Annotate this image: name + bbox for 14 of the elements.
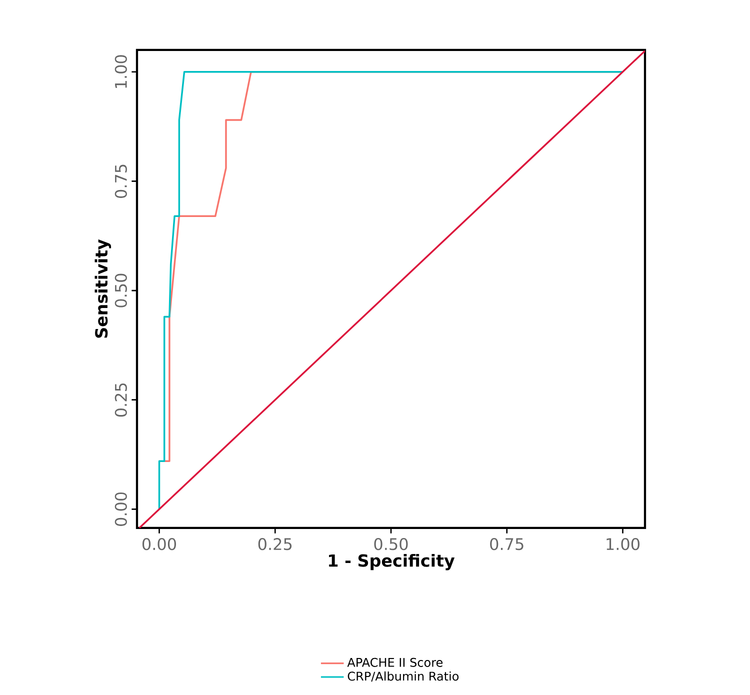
x-tick-label: 0.50 (374, 538, 408, 550)
y-axis-title: Sensitivity (94, 239, 112, 338)
x-tick-label: 0.25 (258, 538, 292, 550)
x-tick-label: 0.00 (142, 538, 176, 550)
y-tick-label: 0.25 (114, 383, 127, 417)
legend-label: CRP/Albumin Ratio (348, 671, 459, 682)
x-tick-label: 1.00 (606, 538, 640, 550)
legend-label: APACHE II Score (347, 658, 443, 667)
y-tick-label: 1.00 (114, 55, 127, 88)
y-tick-label: 0.00 (114, 492, 127, 526)
x-axis-title: 1 - Specificity (329, 554, 455, 570)
x-tick-label: 0.75 (490, 538, 524, 550)
y-tick-label: 0.75 (114, 164, 127, 198)
y-tick-label: 0.50 (114, 274, 127, 308)
